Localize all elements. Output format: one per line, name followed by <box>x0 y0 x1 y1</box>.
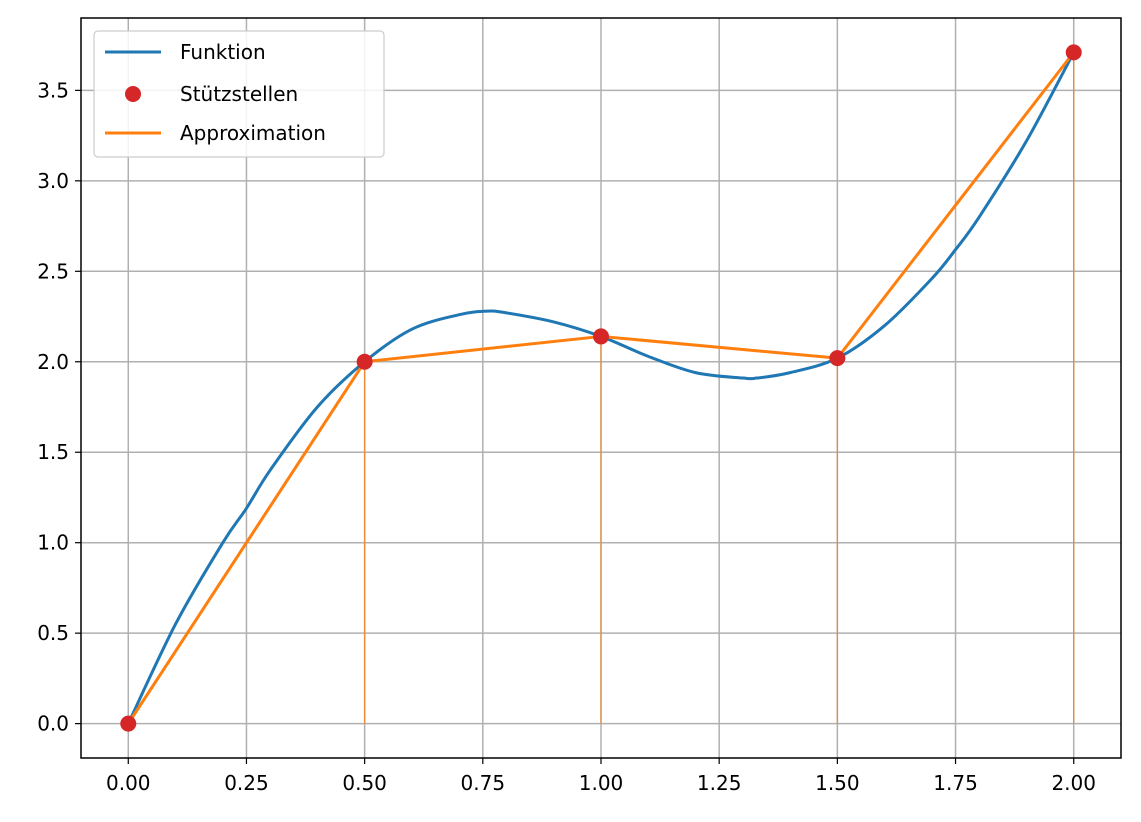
legend-box <box>93 30 385 158</box>
stem-lines <box>363 52 1075 724</box>
x-tick-label: 0.25 <box>224 771 269 795</box>
y-tick-label: 1.5 <box>37 440 69 464</box>
legend-label: Approximation <box>180 121 326 145</box>
y-tick-label: 2.0 <box>37 350 69 374</box>
x-tick-label: 1.00 <box>579 771 624 795</box>
x-tick-label: 0.50 <box>342 771 387 795</box>
legend-swatch-marker <box>125 86 141 102</box>
x-tick-label: 2.00 <box>1051 771 1096 795</box>
y-tick-label: 1.0 <box>37 531 69 555</box>
scatter-point <box>356 353 373 370</box>
y-tick-label: 0.5 <box>37 621 69 645</box>
scatter-point <box>1065 44 1082 61</box>
y-tick-label: 3.0 <box>37 169 69 193</box>
x-tick-label: 0.00 <box>106 771 151 795</box>
legend: Funktion Stützstellen Approximation <box>93 30 385 158</box>
x-tick-label: 1.50 <box>815 771 860 795</box>
y-tick-label: 2.5 <box>37 259 69 283</box>
legend-label: Stützstellen <box>180 82 298 106</box>
x-tick-label: 1.25 <box>697 771 742 795</box>
scatter-point <box>829 350 846 367</box>
y-tick-label: 0.0 <box>37 712 69 736</box>
scatter-point <box>593 328 609 345</box>
axis-ticks: 0.00 0.25 0.50 0.75 1.00 1.25 1.50 1.75 2.00 0.0 0… <box>37 78 1096 795</box>
legend-label: Funktion <box>180 40 266 64</box>
y-tick-label: 3.5 <box>37 78 69 102</box>
scatter-point <box>120 715 137 732</box>
scatter-points <box>120 44 1082 732</box>
x-tick-label: 0.75 <box>461 771 506 795</box>
x-tick-label: 1.75 <box>933 771 978 795</box>
